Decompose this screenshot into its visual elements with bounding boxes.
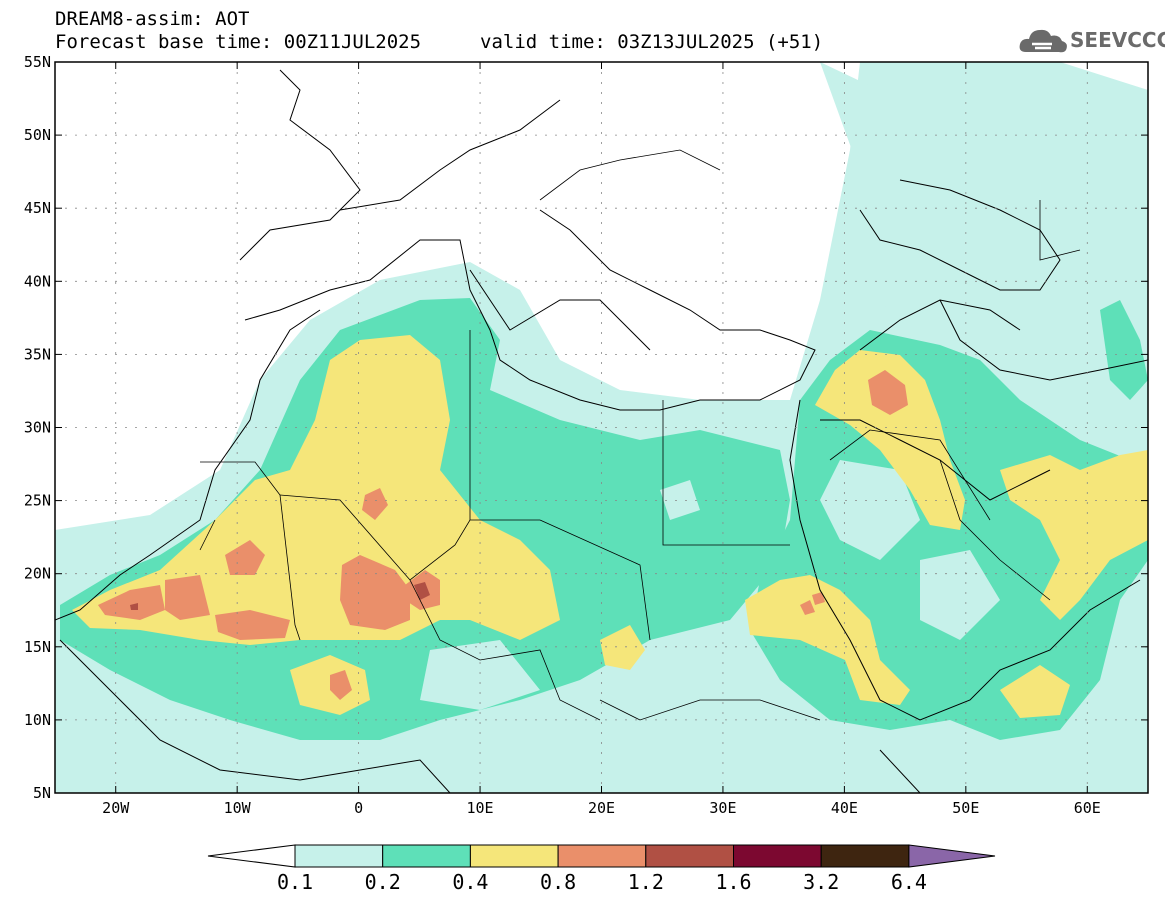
colorbar-swatch bbox=[382, 844, 471, 868]
lon-label: 20W bbox=[102, 799, 130, 817]
lat-label: 35N bbox=[24, 345, 51, 363]
colorbar-label: 6.4 bbox=[891, 870, 927, 894]
lat-label: 50N bbox=[24, 126, 51, 144]
colorbar-label: 3.2 bbox=[803, 870, 839, 894]
axis-ticks: 55N 50N 45N 40N 35N 30N 25N 20N 15N 10N 5N 20W 10W 0 1… bbox=[24, 53, 1148, 817]
country-borders bbox=[199, 149, 1081, 721]
lon-label: 0 bbox=[354, 799, 363, 817]
lat-label: 45N bbox=[24, 199, 51, 217]
colorbar-label: 0.1 bbox=[277, 870, 313, 894]
lat-label: 40N bbox=[24, 272, 51, 290]
colorbar-swatch bbox=[820, 844, 910, 868]
colorbar-over-arrow bbox=[908, 844, 996, 868]
lon-label: 30E bbox=[709, 799, 736, 817]
forecast-base-time: Forecast base time: 00Z11JUL2025 bbox=[55, 31, 422, 53]
colorbar: 0.1 0.2 0.4 0.8 1.2 1.6 3.2 6.4 bbox=[207, 844, 996, 894]
lon-label: 20E bbox=[588, 799, 615, 817]
lat-label: 20N bbox=[24, 565, 51, 583]
colorbar-label: 1.2 bbox=[628, 870, 664, 894]
colorbar-label: 0.2 bbox=[365, 870, 401, 894]
lat-label: 10N bbox=[24, 711, 51, 729]
lon-label: 60E bbox=[1074, 799, 1101, 817]
lat-label: 55N bbox=[24, 53, 51, 71]
lat-label: 25N bbox=[24, 492, 51, 510]
colorbar-swatch bbox=[733, 844, 822, 868]
colorbar-swatch bbox=[645, 844, 734, 868]
colorbar-label: 1.6 bbox=[715, 870, 751, 894]
colorbar-swatch bbox=[294, 844, 384, 868]
lon-label: 50E bbox=[952, 799, 979, 817]
colorbar-swatch bbox=[557, 844, 647, 868]
colorbar-label: 0.4 bbox=[452, 870, 488, 894]
lat-label: 15N bbox=[24, 638, 51, 656]
lon-label: 10E bbox=[467, 799, 494, 817]
lon-label: 40E bbox=[831, 799, 858, 817]
gridlines bbox=[55, 62, 1148, 793]
seevccc-logo: SEEVCCC bbox=[1018, 20, 1165, 60]
cloud-icon bbox=[1019, 29, 1067, 53]
map-title: DREAM8-assim: AOT bbox=[55, 8, 250, 30]
colorbar-swatch bbox=[469, 844, 559, 868]
coastlines bbox=[55, 69, 1148, 793]
valid-time: valid time: 03Z13JUL2025 (+51) bbox=[480, 31, 824, 53]
logo-text: SEEVCCC bbox=[1070, 28, 1165, 52]
colorbar-under-arrow bbox=[207, 844, 296, 868]
lat-label: 5N bbox=[33, 784, 51, 802]
lon-label: 10W bbox=[224, 799, 252, 817]
lat-label: 30N bbox=[24, 419, 51, 437]
colorbar-label: 0.8 bbox=[540, 870, 576, 894]
